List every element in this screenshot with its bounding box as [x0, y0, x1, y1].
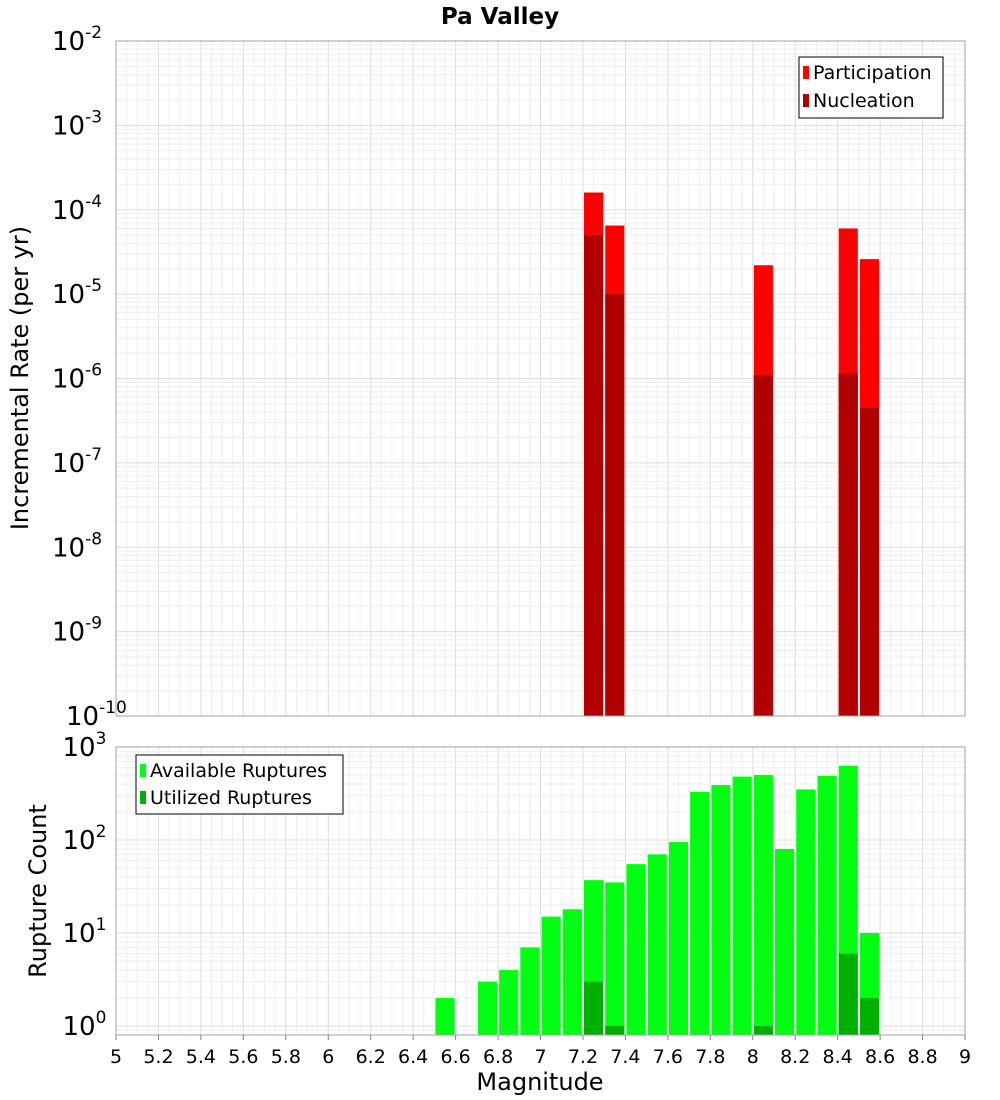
bottom-y-tick-label: 103: [63, 729, 107, 763]
count-bar-primary: [690, 791, 710, 1035]
x-tick-label: 6.8: [483, 1046, 513, 1068]
count-bar-primary: [711, 785, 731, 1035]
top-y-axis-label: Incremental Rate (per yr): [6, 226, 34, 530]
top-plot-frame: [115, 40, 966, 717]
legend-label-participation: Participation: [813, 62, 932, 84]
legend-label-nucleation: Nucleation: [813, 90, 915, 112]
x-tick-label: 6.4: [398, 1046, 428, 1068]
legend-swatch-participation: [803, 66, 809, 79]
x-tick-label: 8.4: [823, 1046, 853, 1068]
top-y-tick-label: 10-10: [66, 698, 127, 732]
count-bar-primary: [775, 849, 795, 1035]
rate-bar-secondary: [584, 235, 604, 716]
count-bar-primary: [817, 775, 837, 1035]
x-tick-label: 9: [959, 1046, 971, 1068]
rate-bar-secondary: [859, 407, 880, 716]
x-tick-label: 8.8: [907, 1046, 937, 1068]
top-y-tick-label: 10-3: [52, 107, 102, 141]
top-y-tick-label: 10-9: [52, 614, 102, 648]
count-bar-primary: [796, 789, 816, 1035]
x-tick-label: 7.6: [653, 1046, 683, 1068]
bottom-legend-box: [135, 754, 344, 815]
x-tick-label: 7: [534, 1046, 546, 1068]
x-tick-label: 5.8: [271, 1046, 301, 1068]
x-tick-label: 6.6: [440, 1046, 470, 1068]
count-bar-primary: [562, 909, 582, 1035]
count-bar-primary: [626, 864, 646, 1035]
rate-bar-secondary: [605, 294, 625, 716]
x-tick-label: 8.2: [780, 1046, 810, 1068]
rate-bar-secondary: [838, 373, 858, 716]
count-bar-primary: [605, 882, 625, 1035]
bottom-y-ticks: 103 102 101 100: [63, 729, 107, 1042]
top-y-tick-label: 10-2: [52, 23, 102, 57]
x-tick-label: 6: [322, 1046, 334, 1068]
count-bar-secondary: [605, 1025, 625, 1035]
legend-swatch-utilized: [140, 791, 146, 804]
count-bar-primary: [732, 776, 752, 1035]
top-y-tick-label: 10-5: [52, 276, 102, 310]
rate-bar-secondary: [753, 375, 773, 716]
x-tick-label: 7.8: [695, 1046, 725, 1068]
bottom-y-tick-label: 102: [63, 822, 107, 856]
top-grid: [115, 40, 966, 717]
legend-swatch-available: [140, 764, 146, 777]
x-tick-label: 6.2: [356, 1046, 386, 1068]
x-tick-label: 5: [110, 1046, 122, 1068]
bottom-bars: [435, 765, 880, 1035]
count-bar-primary: [520, 947, 540, 1035]
x-tick-label: 8: [747, 1046, 759, 1068]
top-y-tick-label: 10-4: [52, 192, 102, 226]
bottom-legend: Available Ruptures Utilized Ruptures: [135, 754, 344, 815]
top-plot: 10-2 10-3 10-4 10-5 10-6 10-7 10-8 10-9 10-10 In…: [6, 23, 966, 732]
top-y-tick-label: 10-6: [52, 361, 102, 395]
bottom-y-tick-label: 100: [63, 1008, 107, 1042]
count-bar-secondary: [753, 1025, 773, 1035]
legend-swatch-nucleation: [803, 94, 809, 107]
top-legend-box: [798, 56, 944, 119]
x-axis-label: Magnitude: [476, 1068, 603, 1096]
count-bar-primary: [668, 842, 689, 1035]
top-y-tick-label: 10-7: [52, 445, 102, 479]
top-y-ticks: 10-2 10-3 10-4 10-5 10-6 10-7 10-8 10-9 10-10: [52, 23, 127, 732]
bottom-plot: 103 102 101 100 5 5.2 5.4 5.6 5.8 6 6.2 6.4 6.6 6.8 7…: [24, 729, 971, 1096]
x-tick-label: 7.2: [568, 1046, 598, 1068]
count-bar-primary: [477, 981, 497, 1035]
x-tick-label: 5.6: [228, 1046, 258, 1068]
x-tick-label: 7.4: [610, 1046, 640, 1068]
bottom-y-axis-label: Rupture Count: [24, 804, 52, 978]
bottom-y-tick-label: 101: [63, 915, 107, 949]
count-bar-secondary: [584, 981, 604, 1035]
count-bar-primary: [541, 916, 561, 1035]
count-bar-primary: [647, 854, 667, 1035]
count-bar-primary: [753, 774, 773, 1035]
count-bar-primary: [435, 997, 455, 1035]
chart-title: Pa Valley: [441, 4, 559, 30]
top-bars: [584, 192, 880, 717]
count-bar-primary: [499, 969, 519, 1035]
top-legend: Participation Nucleation: [798, 56, 944, 119]
x-tick-label: 5.2: [143, 1046, 173, 1068]
legend-label-available: Available Ruptures: [150, 760, 327, 782]
x-ticks: 5 5.2 5.4 5.6 5.8 6 6.2 6.4 6.6 6.8 7 7.2 7.4 7.6 7.8 8…: [110, 1035, 971, 1068]
count-bar-secondary: [859, 997, 880, 1035]
x-tick-label: 5.4: [186, 1046, 216, 1068]
x-tick-label: 8.6: [865, 1046, 895, 1068]
top-y-tick-label: 10-8: [52, 529, 102, 563]
count-bar-secondary: [838, 953, 858, 1035]
legend-label-utilized: Utilized Ruptures: [150, 787, 312, 809]
